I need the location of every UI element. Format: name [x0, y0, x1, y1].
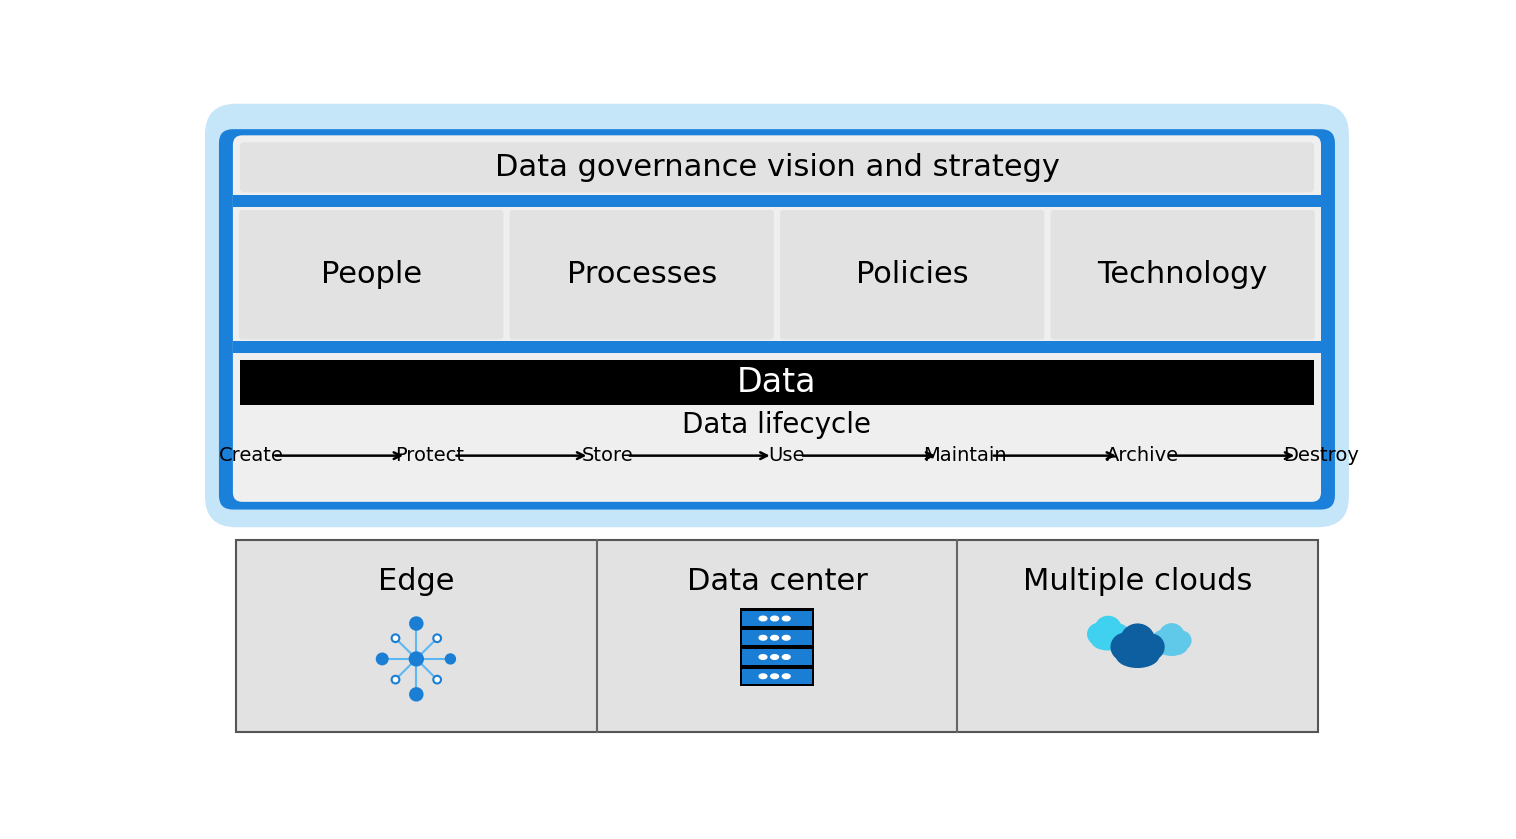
Ellipse shape [760, 674, 767, 679]
Ellipse shape [770, 616, 779, 621]
Text: Destroy: Destroy [1283, 446, 1358, 465]
Text: Policies: Policies [857, 260, 969, 289]
Bar [740, 608, 814, 628]
Circle shape [1111, 633, 1139, 660]
FancyBboxPatch shape [233, 135, 1320, 502]
Text: Maintain: Maintain [923, 446, 1007, 465]
Circle shape [411, 618, 423, 630]
Text: Create: Create [220, 446, 283, 465]
Circle shape [391, 675, 399, 684]
Text: Use: Use [769, 446, 805, 465]
Bar [236, 539, 1317, 732]
Text: Store: Store [582, 446, 634, 465]
FancyBboxPatch shape [1051, 210, 1314, 340]
Ellipse shape [782, 654, 790, 659]
FancyBboxPatch shape [205, 104, 1349, 527]
Circle shape [1087, 623, 1108, 644]
Text: People: People [321, 260, 421, 289]
Bar [233, 195, 1320, 207]
Circle shape [1152, 631, 1172, 650]
Bar [741, 669, 813, 684]
Circle shape [411, 688, 423, 701]
Circle shape [1120, 624, 1155, 658]
Ellipse shape [770, 674, 779, 679]
Circle shape [409, 652, 423, 666]
Bar [741, 611, 813, 626]
Text: Edge: Edge [377, 567, 455, 597]
Circle shape [1095, 617, 1122, 643]
FancyBboxPatch shape [781, 210, 1045, 340]
Bar [233, 341, 1320, 353]
FancyBboxPatch shape [218, 129, 1336, 509]
Ellipse shape [770, 654, 779, 659]
Bar [741, 630, 813, 645]
Text: Data center: Data center [687, 567, 867, 597]
Ellipse shape [1092, 632, 1125, 650]
Circle shape [391, 634, 399, 642]
Ellipse shape [760, 654, 767, 659]
Text: Data: Data [737, 366, 817, 399]
FancyBboxPatch shape [240, 210, 503, 340]
Circle shape [377, 654, 388, 664]
Text: Protect: Protect [396, 446, 464, 465]
Circle shape [1160, 624, 1184, 649]
Text: Data lifecycle: Data lifecycle [682, 411, 872, 439]
Bar [741, 649, 813, 664]
Ellipse shape [782, 616, 790, 621]
Ellipse shape [782, 635, 790, 640]
Circle shape [434, 675, 441, 684]
Circle shape [1172, 631, 1192, 649]
Bar [740, 666, 814, 686]
Bar [240, 360, 1314, 405]
Ellipse shape [760, 635, 767, 640]
Bar [740, 647, 814, 667]
Circle shape [1108, 624, 1128, 644]
Ellipse shape [1116, 644, 1158, 667]
Ellipse shape [760, 616, 767, 621]
FancyBboxPatch shape [509, 210, 773, 340]
Ellipse shape [782, 674, 790, 679]
Circle shape [1139, 634, 1164, 659]
Circle shape [446, 654, 455, 664]
Ellipse shape [1157, 638, 1187, 655]
Circle shape [434, 634, 441, 642]
FancyBboxPatch shape [240, 143, 1314, 192]
Text: Data governance vision and strategy: Data governance vision and strategy [494, 154, 1060, 182]
Text: Multiple clouds: Multiple clouds [1023, 567, 1252, 597]
Ellipse shape [770, 635, 779, 640]
Text: Processes: Processes [567, 260, 717, 289]
Text: Archive: Archive [1107, 446, 1179, 465]
Bar [740, 628, 814, 648]
Text: Technology: Technology [1098, 260, 1267, 289]
